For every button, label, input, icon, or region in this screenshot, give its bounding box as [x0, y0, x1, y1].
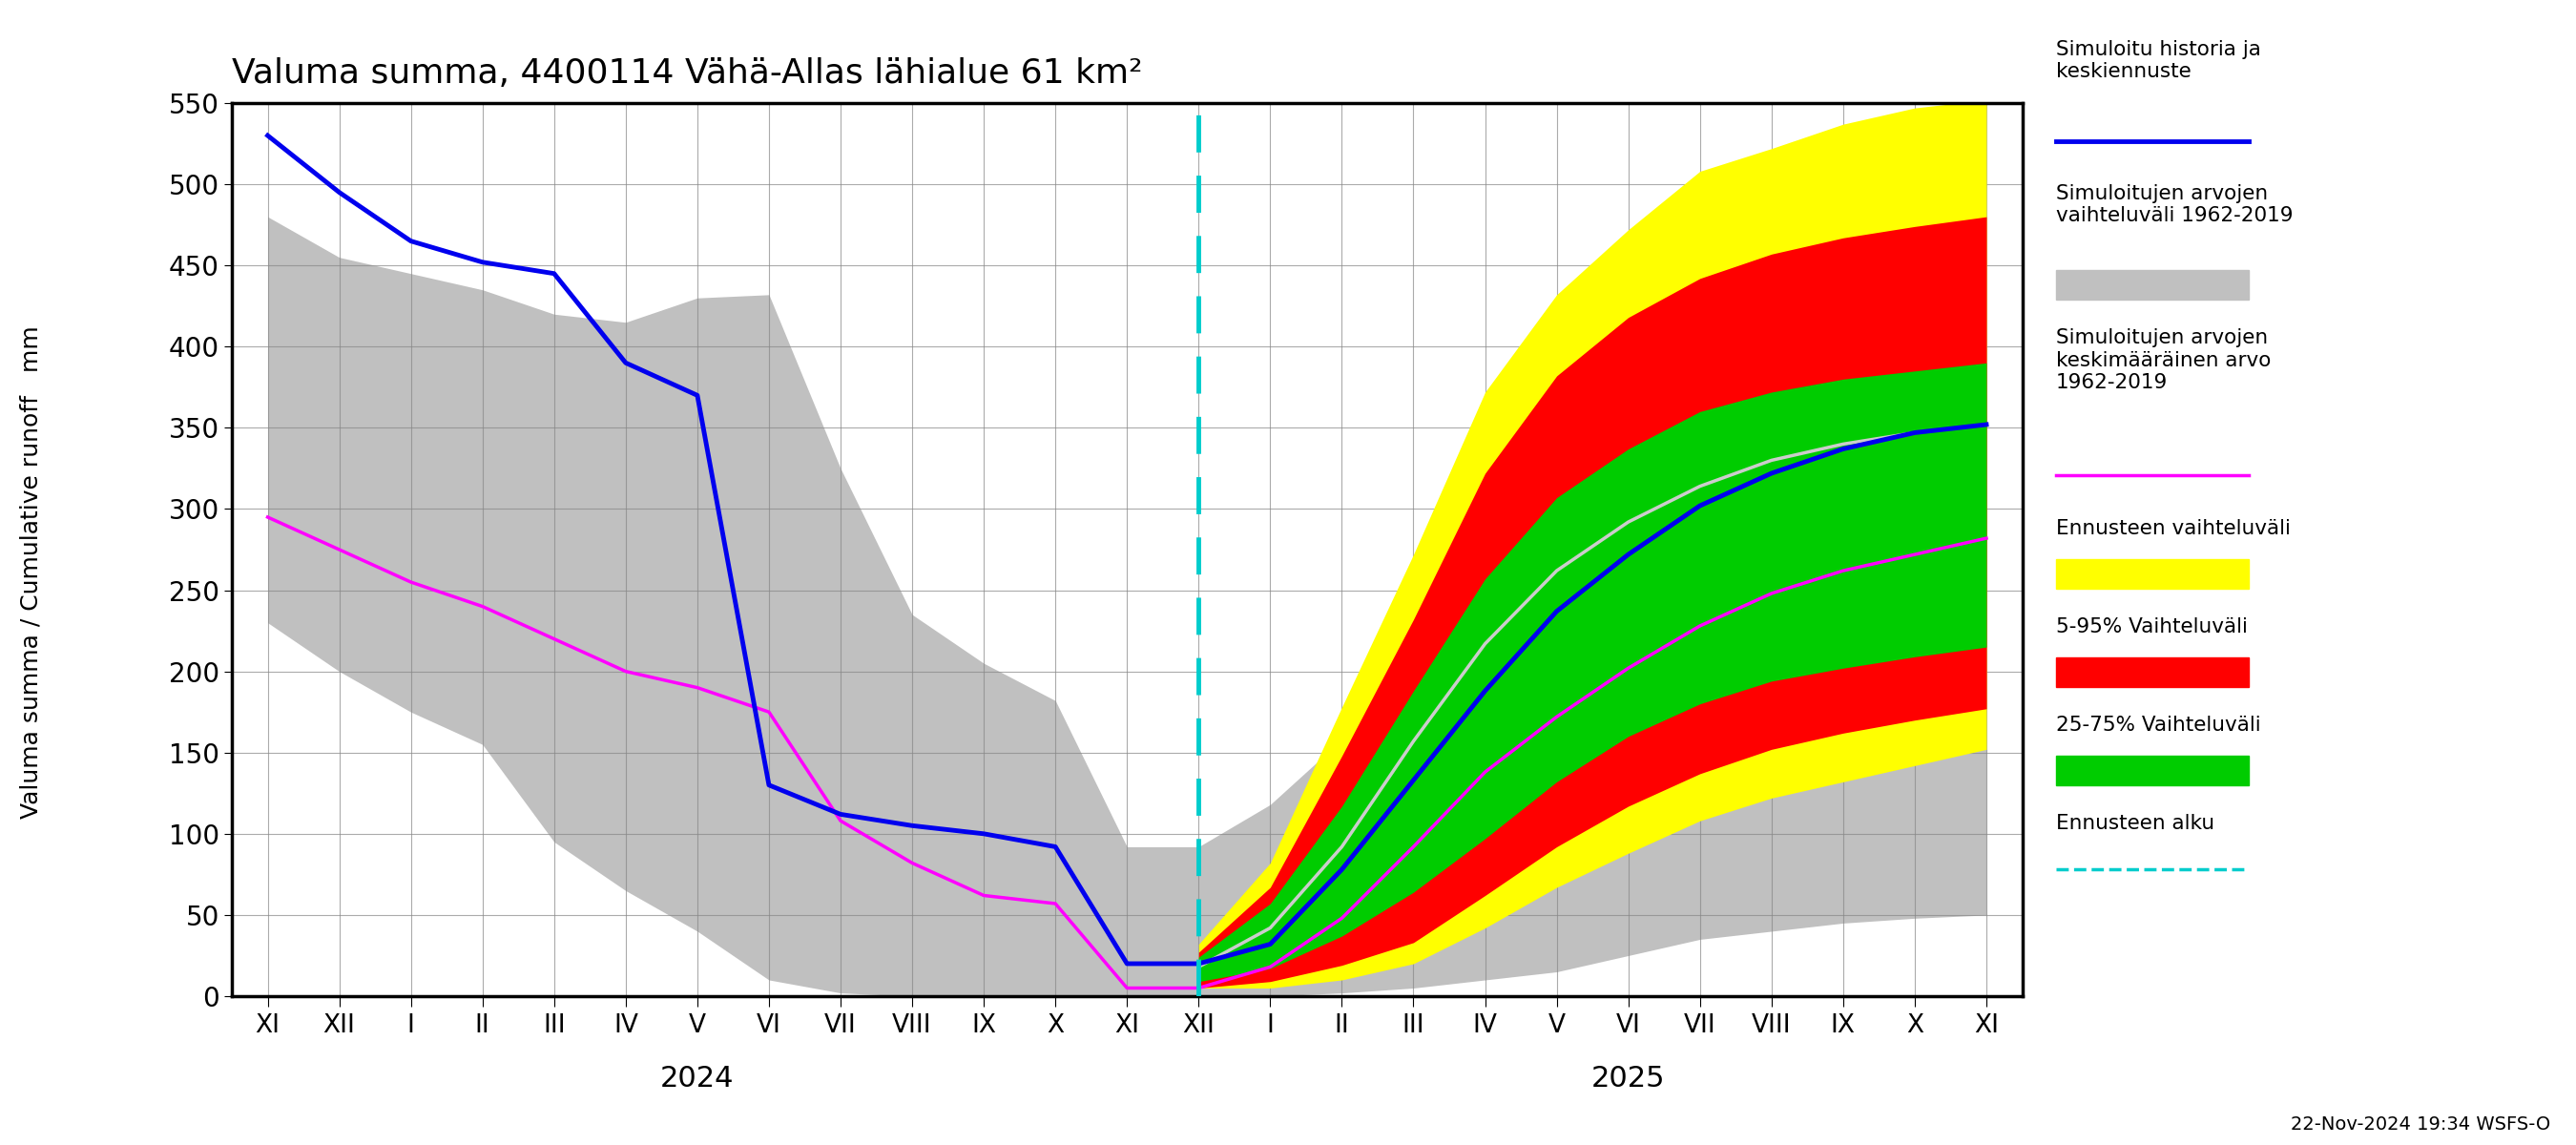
Text: Ennusteen vaihteluväli: Ennusteen vaihteluväli	[2056, 519, 2290, 538]
Text: 2025: 2025	[1592, 1065, 1664, 1092]
Text: 25-75% Vaihteluväli: 25-75% Vaihteluväli	[2056, 716, 2259, 735]
Text: 2024: 2024	[659, 1065, 734, 1092]
Text: Ennusteen alku: Ennusteen alku	[2056, 814, 2215, 834]
Text: Valuma summa / Cumulative runoff   mm: Valuma summa / Cumulative runoff mm	[21, 326, 41, 819]
Text: Simuloitu historia ja
keskiennuste: Simuloitu historia ja keskiennuste	[2056, 40, 2262, 81]
Text: 22-Nov-2024 19:34 WSFS-O: 22-Nov-2024 19:34 WSFS-O	[2290, 1115, 2550, 1134]
Text: 5-95% Vaihteluväli: 5-95% Vaihteluväli	[2056, 617, 2246, 637]
Text: Simuloitujen arvojen
keskimääräinen arvo
1962-2019: Simuloitujen arvojen keskimääräinen arvo…	[2056, 329, 2269, 392]
Text: Valuma summa, 4400114 Vähä-Allas lähialue 61 km²: Valuma summa, 4400114 Vähä-Allas lähialu…	[232, 57, 1144, 89]
Text: Simuloitujen arvojen
vaihteluväli 1962-2019: Simuloitujen arvojen vaihteluväli 1962-2…	[2056, 184, 2293, 226]
